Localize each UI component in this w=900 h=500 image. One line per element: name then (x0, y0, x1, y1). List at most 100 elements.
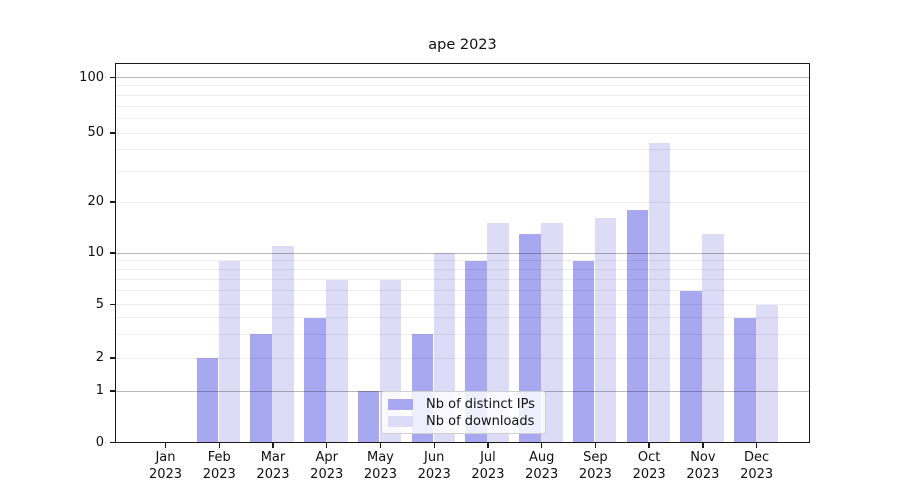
bar-distinct-ips-may (357, 391, 380, 443)
x-tick-year: 2023 (578, 466, 612, 482)
plot-area (115, 63, 810, 443)
legend-row-distinct-ips: Nb of distinct IPs (388, 396, 545, 412)
gridline-minor-40 (115, 149, 810, 151)
x-tick-year: 2023 (202, 466, 236, 482)
x-tick-month: Jul (480, 450, 496, 465)
x-tick-month: Apr (315, 450, 338, 465)
y-tick-mark-20 (109, 201, 115, 203)
x-tick-year: 2023 (310, 466, 344, 482)
bar-downloads-apr (326, 279, 348, 443)
x-tick-year: 2023 (256, 466, 290, 482)
x-tick-label-oct: Oct 2023 (617, 450, 681, 483)
legend-swatch-distinct-ips (388, 398, 413, 410)
y-tick-mark-50 (109, 132, 115, 134)
legend: Nb of distinct IPs Nb of downloads (381, 391, 546, 434)
x-tick-year: 2023 (525, 466, 559, 482)
x-tick-label-may: May 2023 (348, 450, 412, 483)
x-tick-year: 2023 (740, 466, 774, 482)
x-tick-label-sep: Sep 2023 (563, 450, 627, 483)
bar-distinct-ips-apr (304, 317, 326, 443)
x-tick-month: Jan (155, 450, 176, 465)
gridline-minor-2 (115, 357, 810, 359)
y-tick-mark-10 (109, 252, 115, 254)
gridline-minor-5 (115, 304, 810, 305)
x-tick-label-apr: Apr 2023 (295, 450, 359, 483)
y-tick-mark-0 (109, 441, 115, 444)
y-tick-mark-2 (109, 357, 115, 359)
bar-distinct-ips-mar (250, 334, 272, 443)
legend-swatch-downloads (388, 415, 413, 427)
x-tick-mark-oct (648, 443, 650, 448)
x-tick-month: Sep (583, 450, 608, 465)
y-tick-mark-5 (109, 303, 115, 306)
gridline-minor-90 (115, 85, 810, 87)
x-tick-label-mar: Mar 2023 (241, 450, 305, 483)
gridline-minor-7 (115, 279, 810, 280)
x-tick-mark-aug (540, 443, 543, 448)
y-tick-label-100: 100 (79, 69, 104, 85)
x-tick-mark-may (379, 443, 382, 448)
x-tick-month: Dec (744, 450, 770, 465)
y-tick-label-1: 1 (95, 383, 104, 398)
y-tick-mark-1 (109, 390, 115, 392)
x-tick-year: 2023 (417, 466, 451, 482)
y-tick-label-50: 50 (87, 125, 104, 140)
x-tick-label-feb: Feb 2023 (187, 450, 251, 483)
gridline-minor-80 (115, 94, 810, 96)
x-tick-year: 2023 (686, 466, 720, 482)
y-tick-mark-100 (109, 76, 115, 79)
bar-distinct-ips-feb (196, 358, 219, 443)
legend-label-downloads: Nb of downloads (426, 413, 535, 429)
y-tick-label-5: 5 (95, 296, 104, 312)
x-tick-year: 2023 (471, 466, 505, 482)
x-tick-label-jul: Jul 2023 (456, 450, 520, 483)
x-tick-month: Aug (528, 450, 555, 465)
x-tick-year: 2023 (148, 466, 183, 482)
y-tick-label-2: 2 (95, 350, 104, 365)
x-tick-month: Oct (637, 450, 661, 465)
bar-downloads-oct (648, 142, 671, 443)
x-tick-mark-nov (702, 443, 704, 448)
x-tick-month: Mar (260, 450, 286, 465)
x-tick-month: Jun (424, 450, 445, 465)
gridline-minor-6 (115, 290, 810, 292)
y-tick-label-20: 20 (87, 194, 104, 209)
bar-distinct-ips-aug (519, 233, 541, 443)
gridline-minor-70 (115, 105, 810, 107)
x-tick-mark-apr (326, 443, 328, 448)
legend-label-distinct-ips: Nb of distinct IPs (426, 396, 535, 412)
bar-downloads-feb (218, 260, 241, 443)
x-tick-mark-dec (755, 443, 758, 448)
x-tick-mark-feb (218, 443, 220, 448)
gridline-major-100 (115, 77, 810, 78)
x-tick-label-jun: Jun 2023 (402, 450, 466, 483)
bar-distinct-ips-oct (626, 209, 649, 443)
gridline-minor-4 (115, 317, 810, 319)
gridline-minor-9 (115, 260, 810, 262)
gridline-minor-50 (115, 132, 810, 134)
gridline-minor-30 (115, 170, 810, 172)
x-tick-mark-jun (433, 443, 435, 448)
x-tick-year: 2023 (632, 466, 666, 482)
y-tick-label-0: 0 (95, 434, 104, 450)
bar-downloads-nov (702, 233, 724, 443)
bar-distinct-ips-dec (734, 317, 756, 443)
gridline-major-10 (115, 252, 810, 254)
x-tick-month: Feb (207, 450, 231, 465)
x-tick-label-jan: Jan 2023 (134, 450, 198, 483)
x-tick-mark-mar (272, 443, 274, 448)
bar-downloads-jul (487, 223, 509, 443)
chart-title: ape 2023 (428, 37, 497, 53)
bar-downloads-dec (756, 304, 778, 443)
x-tick-label-aug: Aug 2023 (510, 450, 574, 483)
gridline-minor-8 (115, 269, 810, 271)
y-tick-label-10: 10 (87, 245, 104, 260)
gridline-minor-20 (115, 201, 810, 203)
x-tick-label-nov: Nov 2023 (671, 450, 735, 483)
gridline-minor-3 (115, 333, 810, 335)
x-tick-mark-jan (164, 443, 167, 448)
bar-distinct-ips-nov (680, 290, 702, 443)
x-tick-mark-sep (594, 443, 597, 448)
x-tick-label-dec: Dec 2023 (725, 450, 789, 483)
